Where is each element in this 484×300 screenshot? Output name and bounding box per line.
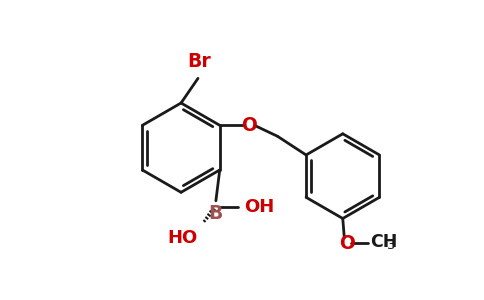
Text: Br: Br [187, 52, 211, 71]
Text: O: O [241, 116, 257, 135]
Text: OH: OH [244, 198, 274, 216]
Text: 3: 3 [387, 239, 395, 252]
Text: CH: CH [370, 233, 398, 251]
Text: HO: HO [167, 229, 197, 247]
Text: O: O [339, 234, 355, 253]
Text: B: B [209, 204, 223, 223]
